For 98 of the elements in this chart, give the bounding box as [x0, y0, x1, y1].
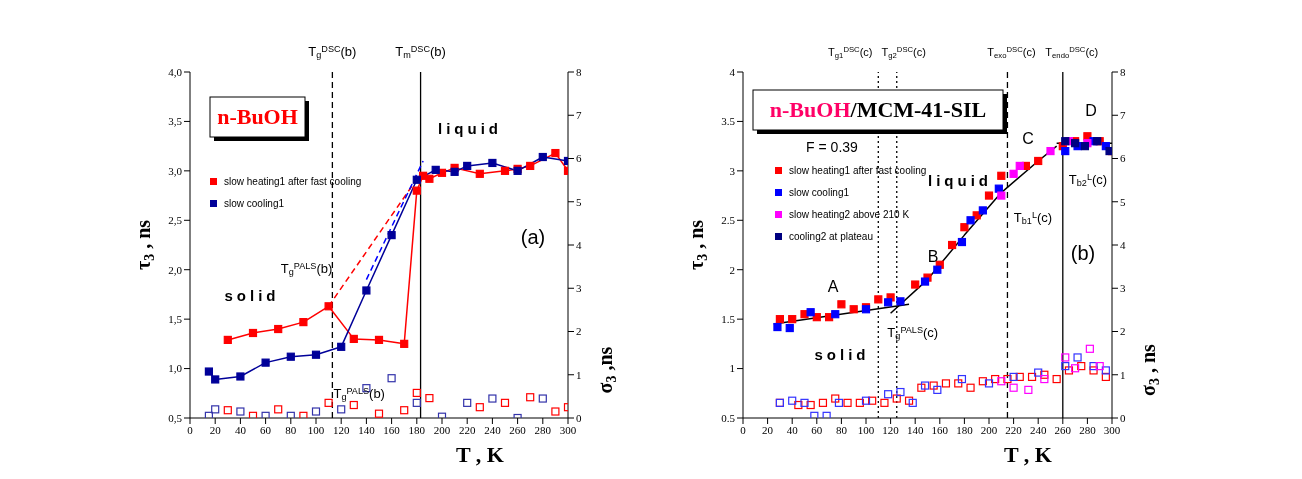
annotation: F = 0.39	[806, 139, 859, 155]
legend-label: slow cooling1	[224, 198, 285, 209]
y-tick-label: 3,5	[168, 115, 183, 128]
x-tick-label: 240	[1029, 423, 1047, 436]
x-tick-label: 80	[285, 423, 297, 436]
annotation: T$_{b1}$$^{L}$(c)	[1013, 209, 1053, 227]
y-tick-label: 1	[729, 362, 735, 375]
y2-tick-label: 7	[576, 109, 582, 122]
annotation: T$_{g}$$^{PALS}$(c)	[887, 325, 939, 342]
y2-tick-label: 3	[576, 282, 582, 295]
y2-tick-label: 5	[1120, 195, 1126, 208]
x-tick-label: 60	[811, 423, 823, 436]
ref-line-label: T$_{g2}$$^{DSC}$(c)	[881, 45, 926, 60]
x-tick-label: 120	[882, 423, 900, 436]
annotation: T$_{g}$$^{PALS}$(b)	[280, 261, 333, 278]
y-tick-label: 2.5	[721, 214, 736, 227]
title-frame: n-BuOH/MCM-41-SIL	[752, 89, 1007, 134]
x-tick-label: 280	[534, 423, 552, 436]
annotation: C	[1022, 130, 1034, 147]
annotation: solid	[814, 346, 870, 363]
y2-tick-label: 7	[1120, 109, 1126, 122]
annotation: D	[1085, 102, 1097, 119]
x-tick-label: 140	[358, 423, 376, 436]
y-tick-label: 2,0	[168, 263, 183, 276]
y2-tick-label: 8	[1120, 65, 1126, 78]
ref-line-label: T$_{g}$$^{DSC}$(b)	[308, 43, 357, 61]
annotation: (b)	[1070, 242, 1096, 264]
x-tick-label: 140	[906, 423, 924, 436]
x-tick-label: 220	[458, 423, 476, 436]
annotation: solid	[224, 287, 280, 304]
x-tick-label: 240	[484, 423, 502, 436]
x-axis-title: T , K	[456, 442, 504, 467]
y2-tick-label: 2	[1120, 325, 1126, 338]
x-tick-label: 100	[307, 423, 325, 436]
x-tick-label: 20	[762, 423, 774, 436]
x-tick-label: 100	[857, 423, 875, 436]
x-tick-label: 60	[260, 423, 272, 436]
x-tick-label: 160	[383, 423, 401, 436]
annotation: liquid	[438, 120, 502, 137]
x-tick-label: 200	[433, 423, 451, 436]
x-tick-label: 180	[956, 423, 974, 436]
annotation: liquid	[928, 172, 992, 189]
annotation: T$_{g}$$^{PALS}$(b)	[333, 385, 385, 403]
y2-tick-label: 6	[1120, 152, 1126, 165]
y2-tick-label: 1	[1120, 368, 1126, 381]
y-tick-label: 3	[729, 164, 736, 177]
x-tick-label: 260	[509, 423, 527, 436]
y2-tick-label: 0	[1120, 411, 1126, 424]
y-tick-label: 0,5	[168, 411, 183, 424]
x-tick-label: 0	[187, 423, 194, 436]
y-tick-label: 0.5	[721, 411, 736, 424]
annotation: (a)	[520, 226, 546, 248]
legend-label: slow heating2 above 210 K	[789, 209, 910, 220]
x-tick-label: 20	[209, 423, 222, 436]
y2-tick-label: 3	[1120, 282, 1126, 295]
y2-tick-label: 1	[576, 368, 582, 381]
x-tick-label: 120	[332, 423, 350, 436]
y-tick-label: 1,5	[168, 313, 183, 326]
ref-line-label: T$_{exo}$$^{DSC}$(c)	[987, 45, 1036, 60]
ref-line-label: T$_{g1}$$^{DSC}$(c)	[828, 45, 873, 60]
annotation: T$_{b2}$$^{L}$(c)	[1068, 171, 1108, 189]
y2-tick-label: 0	[576, 411, 582, 424]
y2-tick-label: 4	[1120, 238, 1126, 251]
y2-tick-label: 6	[576, 152, 582, 165]
x-tick-label: 40	[786, 423, 799, 436]
legend-label: slow heating1 after fast cooling	[789, 165, 927, 176]
y2-tick-label: 8	[576, 65, 582, 78]
x-tick-label: 160	[931, 423, 949, 436]
legend-label: slow heating1 after fast cooling	[224, 176, 362, 187]
y2-tick-label: 5	[576, 195, 582, 208]
x-tick-label: 300	[1103, 423, 1121, 436]
legend-label: slow cooling1	[789, 187, 850, 198]
x-tick-label: 220	[1005, 423, 1023, 436]
y-tick-label: 2	[729, 263, 735, 276]
ref-line-label: T$_{endo}$$^{DSC}$(c)	[1045, 45, 1099, 60]
x-tick-label: 260	[1054, 423, 1072, 436]
x-tick-label: 180	[408, 423, 426, 436]
y-tick-label: 2,5	[168, 214, 183, 227]
y2-tick-label: 2	[576, 325, 582, 338]
ref-line-label: T$_{m}$$^{DSC}$(b)	[395, 43, 446, 61]
legend-label: cooling2 at plateau	[789, 231, 873, 242]
y-tick-label: 3.5	[721, 115, 736, 128]
annotation: A	[827, 278, 839, 295]
annotation: B	[927, 248, 939, 265]
x-tick-label: 80	[835, 423, 848, 436]
y2-tick-label: 4	[576, 238, 582, 251]
y-tick-label: 4,0	[168, 65, 183, 78]
x-tick-label: 280	[1079, 423, 1097, 436]
x-tick-label: 40	[234, 423, 247, 436]
x-tick-label: 200	[980, 423, 998, 436]
x-axis-title: T , K	[1004, 442, 1052, 467]
title-frame: n-BuOH	[209, 96, 309, 141]
y-tick-label: 1,0	[168, 362, 183, 375]
y-tick-label: 1.5	[721, 313, 736, 326]
y-tick-label: 3,0	[168, 164, 183, 177]
x-tick-label: 300	[559, 423, 577, 436]
x-tick-label: 0	[740, 423, 747, 436]
y-tick-label: 4	[729, 65, 736, 78]
